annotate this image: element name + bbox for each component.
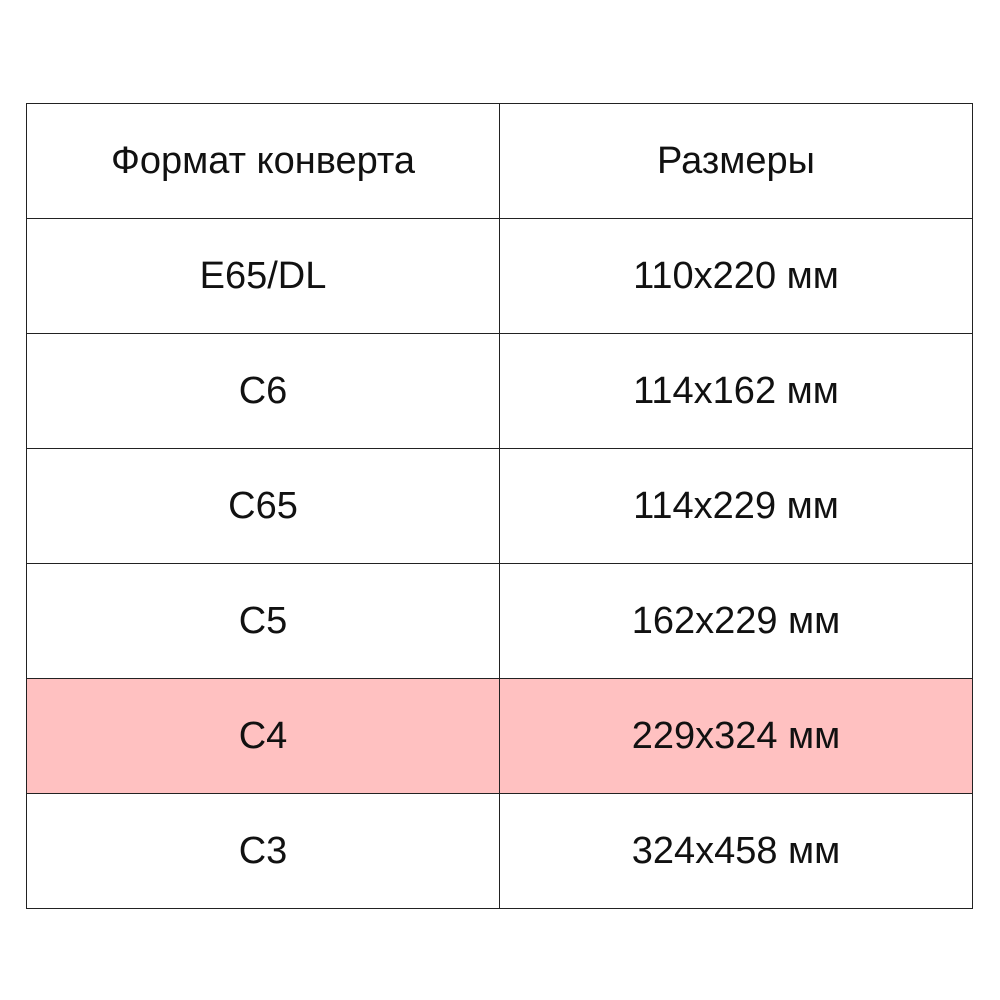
cell-format: C5 <box>26 563 500 679</box>
table-row: C4 229x324 мм <box>26 678 973 794</box>
cell-size: 110x220 мм <box>499 218 973 334</box>
table-row: C3 324x458 мм <box>26 793 973 909</box>
table-row: C6 114x162 мм <box>26 333 973 449</box>
cell-format: C3 <box>26 793 500 909</box>
header-size: Размеры <box>499 103 973 219</box>
table-row: C65 114x229 мм <box>26 448 973 564</box>
cell-size: 324x458 мм <box>499 793 973 909</box>
header-format: Формат конверта <box>26 103 500 219</box>
cell-size: 162x229 мм <box>499 563 973 679</box>
cell-format: C6 <box>26 333 500 449</box>
cell-format: E65/DL <box>26 218 500 334</box>
cell-size: 114x229 мм <box>499 448 973 564</box>
envelope-sizes-table: Формат конверта Размеры E65/DL 110x220 мм… <box>26 103 973 909</box>
header-row: Формат конверта Размеры <box>26 103 973 219</box>
table-row: E65/DL 110x220 мм <box>26 218 973 334</box>
cell-format: C4 <box>26 678 500 794</box>
cell-size: 229x324 мм <box>499 678 973 794</box>
cell-format: C65 <box>26 448 500 564</box>
table-row: C5 162x229 мм <box>26 563 973 679</box>
cell-size: 114x162 мм <box>499 333 973 449</box>
